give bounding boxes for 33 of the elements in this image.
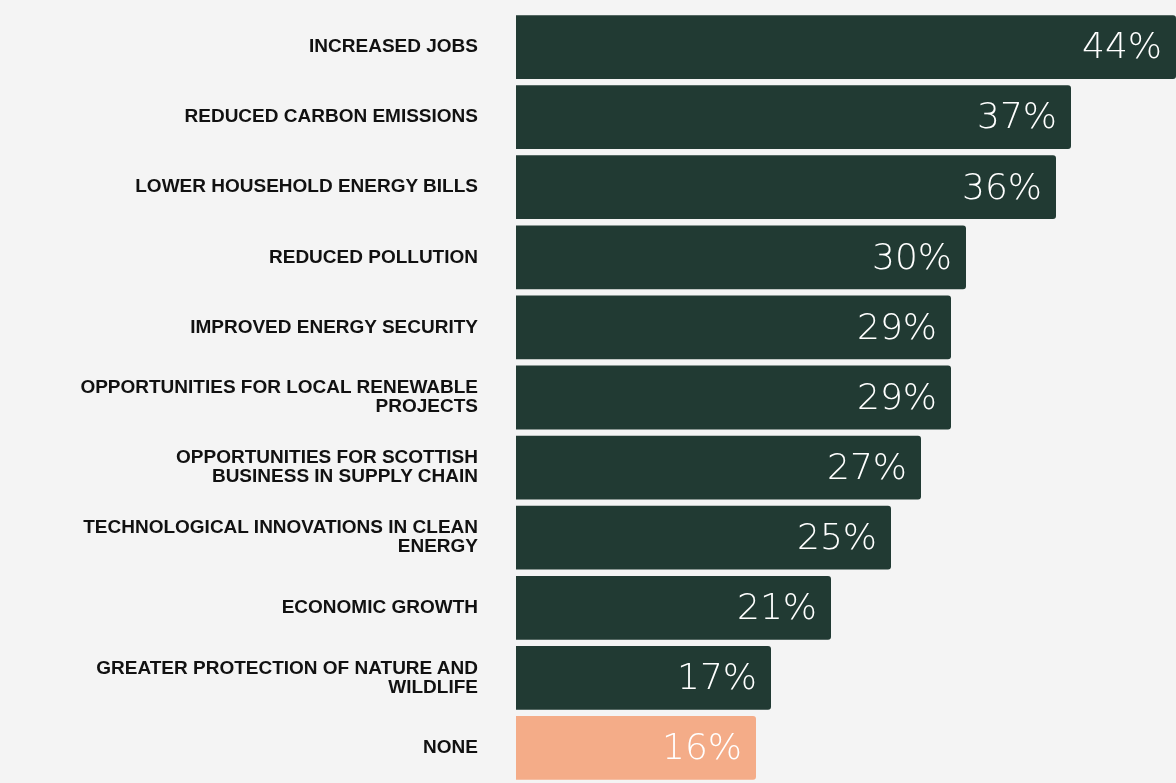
data-label: 29% bbox=[856, 375, 937, 417]
y-tick-label: ECONOMIC GROWTH bbox=[281, 596, 478, 618]
bar bbox=[516, 225, 966, 290]
bar bbox=[516, 575, 831, 640]
y-tick-label: INCREASED JOBS bbox=[309, 35, 478, 57]
data-label: 29% bbox=[856, 305, 937, 347]
data-label: 30% bbox=[871, 235, 952, 277]
bar bbox=[516, 85, 1071, 150]
data-label: 37% bbox=[976, 95, 1057, 137]
data-label: 21% bbox=[736, 586, 817, 628]
bar bbox=[516, 716, 756, 780]
y-tick-label: REDUCED POLLUTION bbox=[269, 245, 478, 267]
y-tick-label: IMPROVED ENERGY SECURITY bbox=[190, 315, 479, 337]
data-label: 44% bbox=[1081, 25, 1162, 67]
bar bbox=[516, 15, 1176, 79]
data-label: 25% bbox=[796, 516, 877, 558]
y-tick-label: OPPORTUNITIES FOR SCOTTISH BUSINESS IN SUPPLY CHAIN bbox=[176, 446, 478, 487]
bar bbox=[516, 295, 951, 360]
y-tick-label: OPPORTUNITIES FOR LOCAL RENEWABLE PROJECTS bbox=[80, 376, 478, 417]
data-label: 16% bbox=[661, 726, 742, 768]
bar bbox=[516, 365, 951, 430]
bar bbox=[516, 505, 891, 570]
data-label: 36% bbox=[961, 165, 1042, 207]
data-label: 27% bbox=[826, 445, 907, 487]
bar bbox=[516, 155, 1056, 220]
bar bbox=[516, 645, 771, 710]
bar bbox=[516, 435, 921, 500]
y-tick-label: GREATER PROTECTION OF NATURE AND WILDLIFE bbox=[96, 656, 478, 697]
y-tick-label: NONE bbox=[423, 736, 478, 758]
y-tick-label: LOWER HOUSEHOLD ENERGY BILLS bbox=[135, 175, 478, 197]
data-label: 17% bbox=[676, 656, 757, 698]
y-tick-label: TECHNOLOGICAL INNOVATIONS IN CLEAN ENERGY bbox=[83, 516, 479, 557]
y-tick-label: REDUCED CARBON EMISSIONS bbox=[184, 105, 478, 127]
